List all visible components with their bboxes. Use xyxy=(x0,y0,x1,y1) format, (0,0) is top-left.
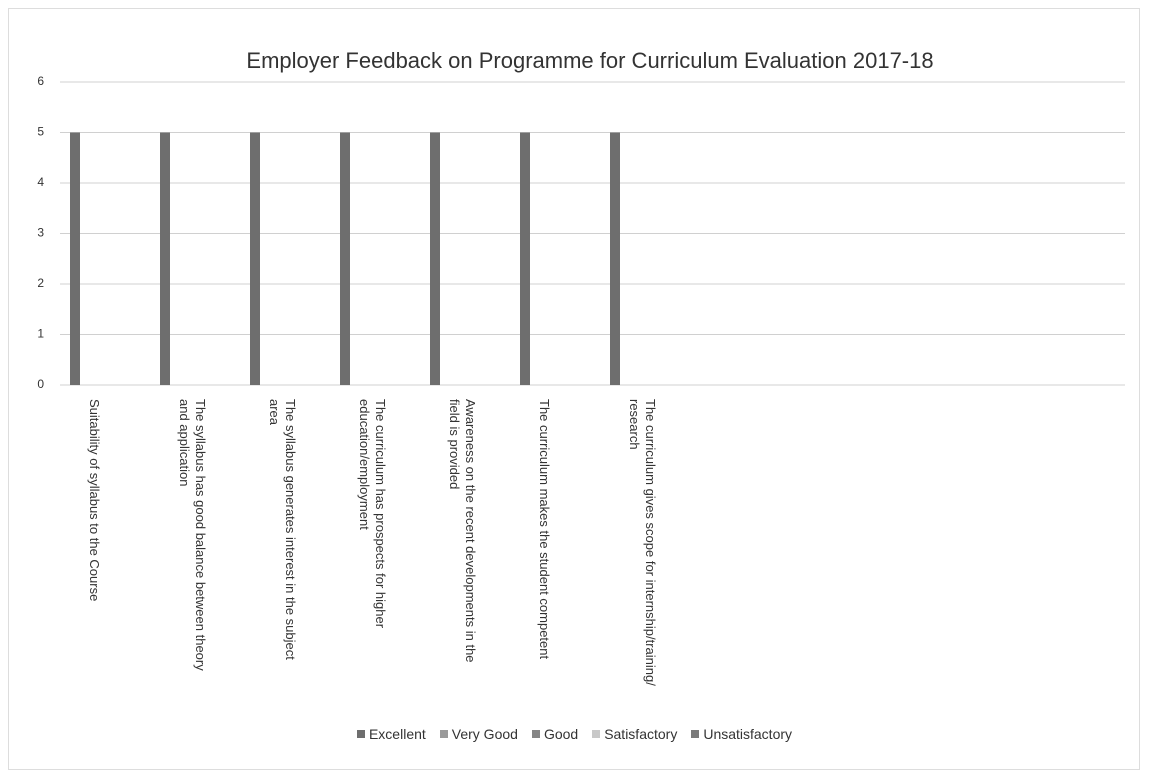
x-tick-label: The curriculum has prospects for higher … xyxy=(357,399,388,629)
y-tick-label: 2 xyxy=(37,276,44,290)
legend-item: Excellent xyxy=(356,726,426,742)
y-tick-label: 6 xyxy=(37,74,44,88)
bar xyxy=(520,132,530,385)
x-tick-label: Awareness on the recent developments in … xyxy=(447,399,478,663)
chart-title: Employer Feedback on Programme for Curri… xyxy=(246,48,933,73)
legend-label: Unsatisfactory xyxy=(703,726,793,742)
legend-item: Good xyxy=(531,726,579,742)
bar xyxy=(250,132,260,385)
legend: Excellent Very Good Good Satisfactory Unsati… xyxy=(0,726,1149,742)
y-tick-label: 1 xyxy=(37,327,44,341)
legend-swatch xyxy=(356,730,365,738)
legend-swatch xyxy=(531,730,540,738)
legend-swatch xyxy=(691,730,700,738)
x-tick-label: The curriculum gives scope for internshi… xyxy=(627,399,658,686)
x-tick-label: The curriculum makes the student compete… xyxy=(537,399,552,660)
bar xyxy=(430,132,440,385)
legend-label: Satisfactory xyxy=(604,726,678,742)
legend-label: Good xyxy=(543,726,579,742)
legend-label: Excellent xyxy=(368,726,426,742)
y-tick-label: 0 xyxy=(37,377,44,391)
x-tick-label: The syllabus generates interest in the s… xyxy=(267,399,298,660)
bar xyxy=(340,132,350,385)
y-tick-label: 4 xyxy=(37,175,44,189)
bar xyxy=(70,132,80,385)
legend-item: Unsatisfactory xyxy=(691,726,792,742)
chart-frame xyxy=(8,8,1140,770)
x-tick-label: The syllabus has good balance between th… xyxy=(177,399,208,671)
legend-item: Satisfactory xyxy=(592,726,677,742)
bar xyxy=(610,132,620,385)
y-tick-label: 5 xyxy=(37,125,44,139)
legend-swatch xyxy=(592,730,601,738)
legend-label: Very Good xyxy=(451,726,518,742)
y-tick-label: 3 xyxy=(37,226,44,240)
x-tick-label: Suitability of syllabus to the Course xyxy=(87,399,102,602)
legend-swatch xyxy=(439,730,448,738)
legend-item: Very Good xyxy=(439,726,518,742)
bar xyxy=(160,132,170,385)
